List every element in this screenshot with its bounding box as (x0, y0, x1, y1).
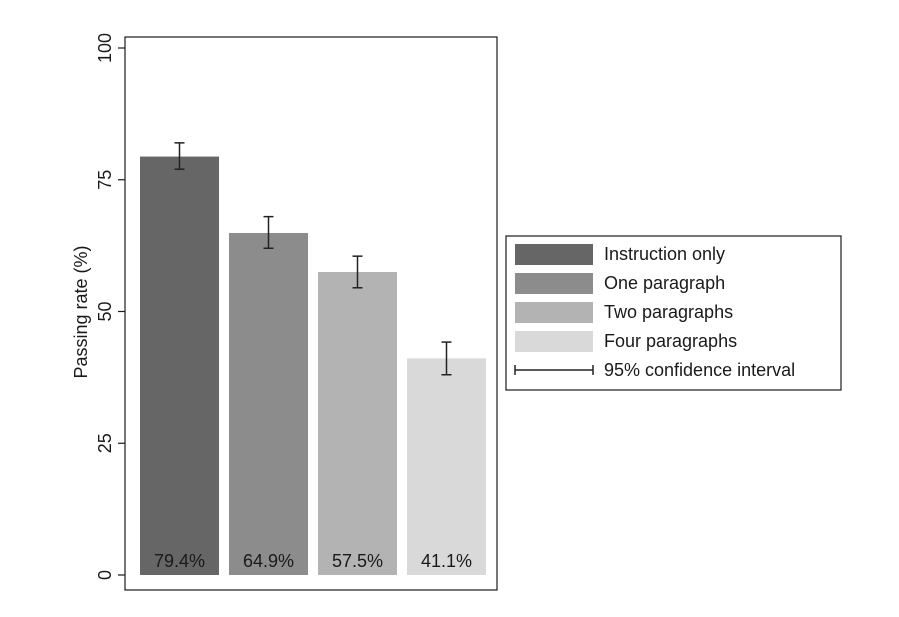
legend: Instruction only One paragraph Two paragra… (505, 235, 842, 391)
y-axis-label: Passing rate (%) (71, 245, 91, 378)
y-tick-label: 50 (95, 301, 115, 321)
bar-value-label-4: 41.1% (421, 551, 472, 571)
error-bar-3 (352, 255, 363, 289)
bar-4 (407, 358, 486, 575)
error-bar-1 (174, 142, 185, 170)
error-bar-2 (263, 215, 274, 250)
plot-frame (124, 36, 498, 591)
legend-swatch-3 (515, 302, 593, 323)
plot-area: 79.4% 64.9% 57.5% 41.1% (124, 36, 498, 591)
bar-2 (229, 232, 308, 576)
legend-label-3: Two paragraphs (604, 302, 733, 322)
legend-label-4: Four paragraphs (604, 331, 737, 351)
bar-value-label-3: 57.5% (332, 551, 383, 571)
legend-swatch-1 (515, 244, 593, 265)
bar-3 (318, 271, 397, 575)
legend-swatch-4 (515, 331, 593, 352)
y-axis: 0 25 50 75 100 (95, 33, 125, 580)
legend-label-2: One paragraph (604, 273, 725, 293)
bar-value-label-1: 79.4% (154, 551, 205, 571)
y-tick-label: 75 (95, 170, 115, 190)
y-tick-label: 100 (95, 33, 115, 63)
y-tick-label: 0 (95, 570, 115, 580)
error-bar-4 (441, 341, 452, 376)
legend-label-1: Instruction only (604, 244, 725, 264)
legend-swatch-2 (515, 273, 593, 294)
legend-ci-symbol (514, 365, 594, 375)
y-tick-label: 25 (95, 433, 115, 453)
bar-value-label-2: 64.9% (243, 551, 294, 571)
bar-1 (140, 156, 219, 575)
legend-label-ci: 95% confidence interval (604, 360, 795, 380)
